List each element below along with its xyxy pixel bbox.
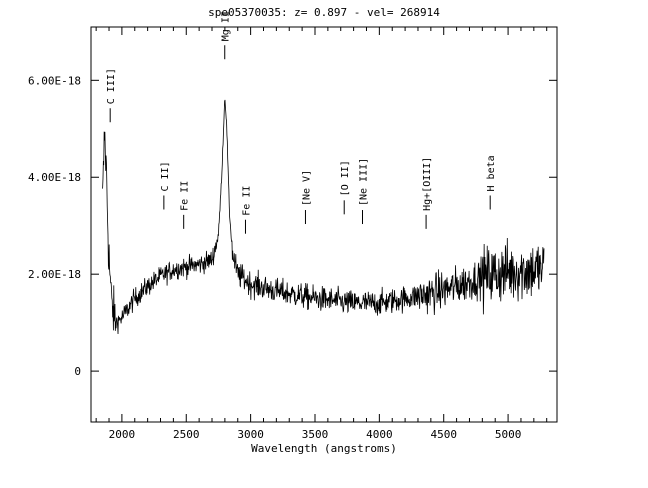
x-tick-label: 4500 <box>430 428 457 441</box>
x-tick-label: 3500 <box>302 428 329 441</box>
x-tick-label: 3000 <box>237 428 264 441</box>
plot-frame <box>90 26 558 423</box>
y-tick-label: 6.00E-18 <box>28 74 81 87</box>
annotation-label: Mg II <box>221 11 232 41</box>
annotation-label: C III] <box>106 68 117 104</box>
annotation-label: H beta <box>486 155 497 191</box>
annotation-label: Fe II <box>180 181 191 211</box>
y-tick-label: 4.00E-18 <box>28 171 81 184</box>
y-tick-label: 2.00E-18 <box>28 268 81 281</box>
annotation-label: Hg+[OIII] <box>422 157 433 211</box>
x-tick-label: 4000 <box>366 428 393 441</box>
annotation-label: [Ne V] <box>301 170 312 206</box>
chart-title: spe05370035: z= 0.897 - vel= 268914 <box>208 6 440 19</box>
x-tick-label: 5000 <box>495 428 522 441</box>
annotation-label: C II] <box>160 161 171 191</box>
axis-ticks: 2000 2500 3000 3500 4000 4500 5000 0 2.00E-18 4.0… <box>28 27 557 441</box>
spectrum-series <box>102 99 545 335</box>
spectrum-line <box>102 99 545 335</box>
annotation-label: Fe II <box>241 186 252 216</box>
x-tick-label: 2500 <box>173 428 200 441</box>
annotation-label: [Ne III] <box>358 158 369 206</box>
emission-line-annotations: C III] C II] Fe II Mg II Fe II [Ne V] [O II] [N… <box>106 11 497 234</box>
annotation-label: [O II] <box>340 160 351 196</box>
x-tick-label: 2000 <box>109 428 136 441</box>
x-axis-label: Wavelength (angstroms) <box>251 442 397 455</box>
y-tick-label: 0 <box>74 365 81 378</box>
